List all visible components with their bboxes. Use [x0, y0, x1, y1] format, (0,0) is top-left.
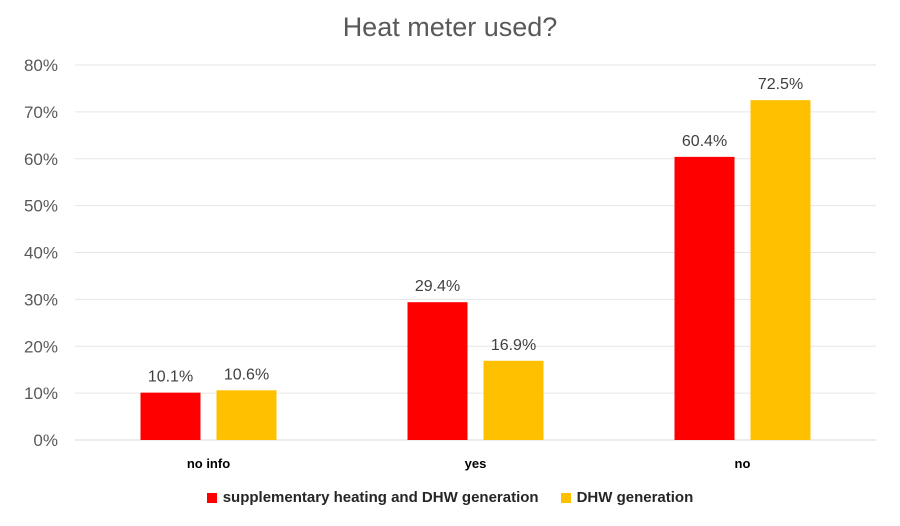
- data-label: 10.1%: [148, 369, 193, 386]
- legend-label-series-1: supplementary heating and DHW generation: [222, 489, 539, 506]
- x-category-label: no info: [187, 456, 230, 471]
- y-tick-label: 40%: [24, 244, 58, 263]
- data-label: 72.5%: [758, 76, 803, 93]
- legend-item-series-1: supplementary heating and DHW generation: [206, 489, 539, 506]
- legend: supplementary heating and DHW generation…: [0, 489, 900, 506]
- y-tick-label: 0%: [33, 431, 58, 450]
- bar: [483, 360, 544, 440]
- x-category-label: no: [735, 456, 751, 471]
- chart-title: Heat meter used?: [342, 12, 558, 42]
- legend-item-series-2: DHW generation: [560, 489, 694, 506]
- x-category-label: yes: [465, 456, 487, 471]
- legend-swatch-series-1: [206, 492, 217, 503]
- bar: [216, 390, 277, 440]
- data-label: 60.4%: [682, 133, 727, 150]
- legend-label-series-2: DHW generation: [576, 489, 694, 506]
- bar: [407, 302, 468, 440]
- bar: [750, 100, 811, 440]
- data-label: 16.9%: [491, 337, 536, 354]
- y-tick-label: 70%: [24, 103, 58, 122]
- y-tick-label: 80%: [24, 56, 58, 75]
- bar: [140, 392, 201, 440]
- bar: [674, 156, 735, 440]
- data-label: 29.4%: [415, 278, 460, 295]
- y-tick-label: 60%: [24, 150, 58, 169]
- y-tick-label: 30%: [24, 290, 58, 309]
- y-tick-label: 10%: [24, 384, 58, 403]
- y-tick-label: 50%: [24, 197, 58, 216]
- data-label: 10.6%: [224, 366, 269, 383]
- legend-swatch-series-2: [560, 492, 571, 503]
- y-tick-label: 20%: [24, 337, 58, 356]
